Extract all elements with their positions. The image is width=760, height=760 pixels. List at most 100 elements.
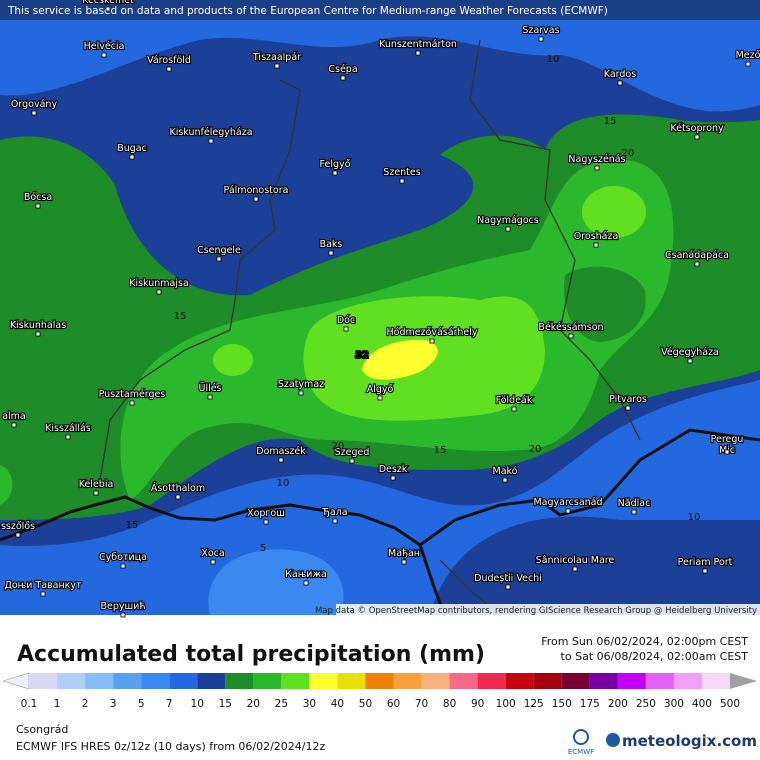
scale-label: 175 — [580, 698, 600, 710]
scale-box — [337, 673, 366, 689]
place-dot — [274, 63, 280, 69]
place-label: Deszk — [379, 464, 408, 475]
place-dot — [278, 457, 284, 463]
place-dot — [328, 250, 334, 256]
place-dot — [505, 584, 511, 590]
scale-box — [29, 673, 58, 689]
place-label: Pitvaros — [609, 394, 647, 405]
contour-label: 10 — [277, 478, 290, 489]
place-label: Хоргош — [247, 508, 285, 519]
place-label: Ђала — [321, 507, 347, 518]
place-dot — [166, 66, 172, 72]
country-border — [0, 428, 760, 616]
place-dot — [105, 6, 111, 12]
place-label: Nagyszénás — [568, 154, 625, 165]
place-label: Makó — [493, 466, 518, 477]
scale-label: 100 — [496, 698, 516, 710]
scale-box — [701, 673, 730, 689]
map-credit: Map data © OpenStreetMap contributors, r… — [315, 606, 757, 616]
band-25-30 — [213, 344, 253, 376]
scale-label: 0.1 — [21, 698, 38, 710]
place-label: Végegyháza — [661, 347, 719, 358]
place-dot — [208, 138, 214, 144]
place-label: Nagymágocs — [477, 215, 539, 226]
scale-box — [141, 673, 170, 689]
place-label: Доњи Таванкут — [4, 580, 82, 591]
place-dot — [175, 494, 181, 500]
scale-box — [197, 673, 226, 689]
place-label: Csépa — [328, 64, 357, 75]
credit-bg — [336, 604, 760, 615]
place-dot — [538, 36, 544, 42]
place-label: Суботица — [99, 552, 147, 563]
scale-box — [617, 673, 646, 689]
band-15-20 — [564, 266, 646, 342]
scale-label: 15 — [219, 698, 232, 710]
place-dot — [377, 395, 383, 401]
scale-label: 50 — [359, 698, 372, 710]
contour-label: 15 — [434, 445, 447, 456]
contour-label: 10 — [547, 54, 560, 65]
place-label: Szentes — [383, 167, 420, 178]
place-dot — [253, 196, 259, 202]
place-dot — [625, 405, 631, 411]
place-label: Orgovány — [11, 99, 58, 110]
scale-box — [645, 673, 674, 689]
place-label: Városföld — [147, 55, 191, 66]
place-label: Orosháza — [574, 231, 619, 242]
band-10-15 — [430, 516, 760, 615]
place-dot — [572, 566, 578, 572]
scale-label: 3 — [110, 698, 117, 710]
place-label: Felgyő — [320, 159, 351, 170]
place-label: Кањижа — [285, 569, 327, 580]
place-label: Baks — [320, 239, 343, 250]
place-label: Pusztamérges — [99, 389, 166, 400]
scale-label: 500 — [720, 698, 740, 710]
scale-label: 150 — [552, 698, 572, 710]
scale-label: 25 — [275, 698, 288, 710]
legend-title: Accumulated total precipitation (mm) — [17, 642, 485, 667]
place-label: Dóc — [337, 315, 355, 326]
scale-box — [533, 673, 562, 689]
place-label: Szeged — [335, 447, 370, 458]
scale-label: 5 — [138, 698, 145, 710]
place-dot — [505, 226, 511, 232]
place-dot — [15, 532, 21, 538]
place-dot — [349, 458, 355, 464]
place-dot — [511, 406, 517, 412]
scale-box — [673, 673, 702, 689]
place-dot — [11, 422, 17, 428]
brand-logo — [606, 733, 620, 747]
place-label: Kisszállás — [45, 423, 91, 434]
footer: Csongrád ECMWF IFS HRES 0z/12z (10 days)… — [16, 723, 757, 756]
place-dot — [415, 50, 421, 56]
scale-box — [561, 673, 590, 689]
scale-label: 7 — [166, 698, 173, 710]
brand: meteologix.com — [622, 732, 757, 750]
place-dot — [216, 256, 222, 262]
place-label: Békéssámson — [538, 322, 603, 333]
place-label: Хоса — [201, 548, 224, 559]
place-dot — [340, 75, 346, 81]
place-label: sszőlős — [1, 521, 35, 532]
scale-box — [113, 673, 142, 689]
scale-box — [57, 673, 86, 689]
place-label: Hódmezővásárhely — [387, 327, 478, 338]
place-dot — [303, 580, 309, 586]
place-label: Üllés — [198, 383, 221, 394]
place-label: Kecskemét — [82, 0, 134, 6]
place-dot — [568, 333, 574, 339]
map: This service is based on data and produc… — [0, 0, 760, 618]
band-20-25 — [0, 465, 13, 505]
place-dot — [332, 518, 338, 524]
place-dot — [40, 591, 46, 597]
contour-label: 20 — [529, 444, 542, 455]
contour-label: 20 — [332, 441, 345, 452]
places: Kecskemét Helvécia Városföld Tiszaalpár Kuns… — [0, 0, 760, 618]
place-label: Pálmonostora — [224, 185, 289, 196]
scale-label: 300 — [664, 698, 684, 710]
scale-label: 90 — [471, 698, 484, 710]
place-label: Nădlac — [618, 498, 651, 509]
place-dot — [429, 338, 435, 344]
